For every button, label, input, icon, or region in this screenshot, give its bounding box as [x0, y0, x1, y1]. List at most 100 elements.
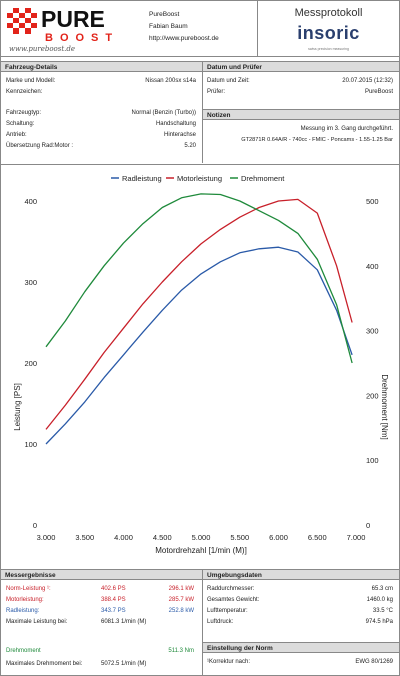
notes-line: Messung im 3. Gang durchgeführt.	[207, 125, 393, 134]
row-value: EWG 80/1269	[355, 659, 393, 665]
x-tick-label: 5.000	[192, 533, 211, 542]
result-row: Radleistung: 343.7 PS 252.8 kW	[6, 607, 196, 616]
legend-label: Motorleistung	[177, 174, 222, 183]
row-value: 974.5 hPa	[365, 619, 393, 625]
x-tick-label: 4.500	[153, 533, 172, 542]
datum-heading: Datum und Prüfer	[203, 61, 399, 72]
company-link[interactable]: http://www.pureboost.de	[149, 35, 219, 42]
divider	[202, 61, 203, 163]
x-tick-label: 3.000	[37, 533, 56, 542]
row-key: Radleistung:	[6, 608, 40, 614]
row-key: Maximales Drehmoment bei:	[6, 661, 83, 667]
x-axis-label: Motordrehzahl [1/min (M)]	[155, 546, 247, 555]
header: PURE BOOST www.pureboost.de PureBoost Fa…	[1, 1, 399, 57]
result-ps: 388.4 PS	[101, 597, 126, 603]
chart-svg: Radleistung Motorleistung Drehmoment 3.000…	[13, 174, 389, 555]
row-key: Datum und Zeit:	[207, 78, 250, 84]
x-tick-label: 4.000	[114, 533, 133, 542]
note-text: Messung im 3. Gang durchgeführt.	[300, 126, 393, 132]
power-torque-chart: Radleistung Motorleistung Drehmoment 3.000…	[1, 164, 399, 566]
y-tick-label: 400	[24, 197, 37, 206]
row-key: Gesamtes Gewicht:	[207, 597, 260, 603]
row-key: Motorleistung:	[6, 597, 44, 603]
row-key: Maximale Leistung bei:	[6, 619, 68, 625]
row-value: 1460.0 kg	[366, 597, 393, 603]
company-line: PureBoost	[149, 11, 180, 18]
results-heading: Messergebnisse	[1, 569, 202, 580]
x-tick-label: 6.000	[269, 533, 288, 542]
norm-heading: Einstellung der Norm	[203, 642, 399, 653]
series-line-motorleistung	[45, 198, 353, 430]
vehicle-row: Marke und Modell: Nissan 200sx s14a	[6, 77, 196, 86]
company-info: PureBoost Fabian Baum http://www.pureboo…	[149, 9, 219, 45]
result-kw: 285.7 kW	[168, 597, 194, 603]
vehicle-row: Übersetzung Rad:Motor : 5.20	[6, 142, 196, 151]
datum-row: Datum und Zeit: 20.07.2015 (12:32)	[207, 77, 393, 86]
result-row: Norm-Leistung ¹: 402.6 PS 296.1 kW	[6, 585, 196, 594]
series-line-radleistung	[45, 246, 353, 445]
legend-label: Radleistung	[122, 174, 162, 183]
legend-label: Drehmoment	[241, 174, 285, 183]
x-tick-label: 6.500	[308, 533, 327, 542]
x-tick-label: 3.500	[75, 533, 94, 542]
logo-tagline: www.pureboost.de	[9, 45, 75, 53]
company-line: Fabian Baum	[149, 23, 188, 30]
y-tick-label: 100	[24, 440, 37, 449]
legend-item-drehmoment: Drehmoment	[230, 174, 285, 183]
vehicle-row: Antrieb: Hinterachse	[6, 131, 196, 140]
insoric-logo: insoric	[297, 23, 360, 43]
result-ps: 343.7 PS	[101, 608, 126, 614]
y2-axis-label: Drehmoment [Nm]	[380, 374, 389, 439]
row-key: Übersetzung Rad:Motor :	[6, 143, 74, 149]
row-key: Raddurchmesser:	[207, 586, 255, 592]
y2-tick-label: 400	[366, 262, 379, 271]
y-tick-label: 200	[24, 359, 37, 368]
logo-top-text: PURE	[41, 6, 105, 32]
result-kw: 296.1 kW	[168, 586, 194, 592]
result-row: Maximales Drehmoment bei: 5072.5 1/min (…	[6, 660, 196, 669]
y2-tick-label: 500	[366, 197, 379, 206]
row-key: ¹Korrektur nach:	[207, 659, 251, 665]
result-row: Motorleistung: 388.4 PS 285.7 kW	[6, 596, 196, 605]
logo-flag-icon	[7, 8, 37, 34]
vehicle-heading: Fahrzeug-Details	[1, 61, 202, 72]
row-key: Prüfer:	[207, 89, 226, 95]
notes-heading: Notizen	[203, 109, 399, 120]
chart-legend: Radleistung Motorleistung Drehmoment	[111, 174, 285, 183]
result-value: 5072.5 1/min (M)	[101, 661, 147, 667]
result-kw: 252.8 kW	[168, 608, 194, 614]
environment-heading: Umgebungsdaten	[203, 569, 399, 580]
row-key: Drehmoment	[6, 648, 41, 654]
insoric-tagline: swiss precision measuring	[308, 47, 349, 51]
row-key: Luftdruck:	[207, 619, 234, 625]
y2-tick-label: 100	[366, 456, 379, 465]
row-value: 65.3 cm	[371, 586, 393, 592]
result-row: Maximale Leistung bei: 6081.3 1/min (M)	[6, 618, 196, 627]
environment-row: Lufttemperatur: 33.5 °C	[207, 607, 393, 616]
row-value: PureBoost	[364, 89, 393, 95]
y-axis-label: Leistung [PS]	[13, 383, 22, 431]
logo-bottom-text: BOOST	[45, 32, 119, 44]
note-text: GT2871R 0.64A/R - 740cc - FMIC - Poncams…	[241, 137, 393, 143]
x-tick-label: 5.500	[230, 533, 249, 542]
pureboost-logo: PURE BOOST www.pureboost.de	[7, 6, 119, 53]
row-value: 33.5 °C	[372, 608, 393, 614]
row-value: Handschaltung	[155, 121, 196, 127]
vehicle-row: Schaltung: Handschaltung	[6, 120, 196, 129]
divider	[202, 569, 203, 676]
norm-row: ¹Korrektur nach: EWG 80/1269	[207, 658, 393, 667]
result-row: Drehmoment 511.3 Nm	[6, 647, 196, 656]
row-key: Norm-Leistung ¹:	[6, 586, 51, 592]
datum-row: Prüfer: PureBoost	[207, 88, 393, 97]
environment-row: Gesamtes Gewicht: 1460.0 kg	[207, 596, 393, 605]
page-title: Messprotokoll	[294, 7, 363, 19]
notes-line: GT2871R 0.64A/R - 740cc - FMIC - Poncams…	[207, 136, 393, 145]
environment-row: Luftdruck: 974.5 hPa	[207, 618, 393, 627]
series-line-drehmoment	[45, 193, 353, 364]
row-key: Antrieb:	[6, 132, 27, 138]
row-value: 5.20	[184, 143, 196, 149]
result-value: 6081.3 1/min (M)	[101, 619, 147, 625]
row-key: Lufttemperatur:	[207, 608, 248, 614]
vehicle-row: Fahrzeugtyp: Normal (Benzin (Turbo))	[6, 109, 196, 118]
